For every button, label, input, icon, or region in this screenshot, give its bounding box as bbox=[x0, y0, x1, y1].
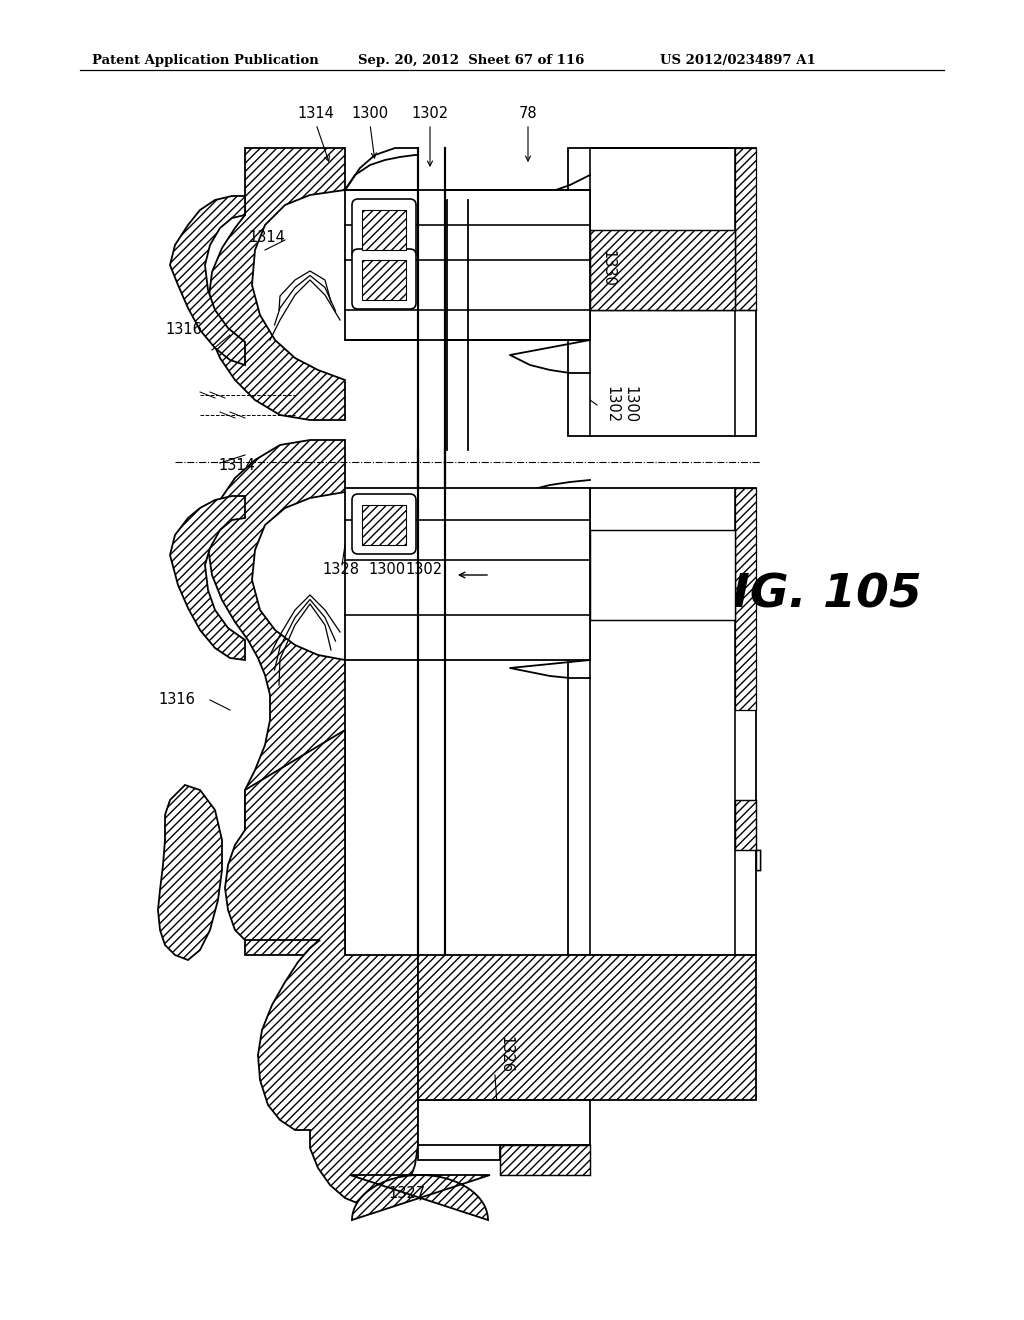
FancyBboxPatch shape bbox=[352, 199, 416, 259]
Polygon shape bbox=[170, 195, 245, 366]
Polygon shape bbox=[158, 785, 222, 960]
Polygon shape bbox=[735, 148, 756, 310]
Text: 1326: 1326 bbox=[498, 1036, 513, 1073]
Polygon shape bbox=[362, 506, 406, 545]
Polygon shape bbox=[170, 496, 245, 660]
Polygon shape bbox=[208, 440, 345, 954]
Text: 1328: 1328 bbox=[322, 562, 359, 578]
Polygon shape bbox=[735, 800, 760, 870]
Polygon shape bbox=[362, 210, 406, 249]
Text: Sep. 20, 2012  Sheet 67 of 116: Sep. 20, 2012 Sheet 67 of 116 bbox=[358, 54, 585, 67]
Text: Patent Application Publication: Patent Application Publication bbox=[92, 54, 318, 67]
Text: 1314: 1314 bbox=[218, 458, 255, 473]
Text: 1300: 1300 bbox=[351, 106, 388, 120]
Text: 1300: 1300 bbox=[368, 562, 406, 578]
Polygon shape bbox=[500, 1144, 590, 1175]
Text: 1316: 1316 bbox=[158, 693, 195, 708]
Polygon shape bbox=[590, 230, 735, 310]
Polygon shape bbox=[345, 190, 590, 341]
Polygon shape bbox=[590, 531, 735, 620]
Polygon shape bbox=[568, 488, 756, 954]
Polygon shape bbox=[208, 148, 345, 420]
Polygon shape bbox=[345, 488, 590, 660]
Polygon shape bbox=[756, 850, 760, 870]
Polygon shape bbox=[735, 488, 756, 710]
Text: 1330: 1330 bbox=[600, 249, 615, 286]
Polygon shape bbox=[350, 1175, 490, 1220]
Polygon shape bbox=[568, 148, 756, 436]
Text: 1302: 1302 bbox=[406, 562, 442, 578]
FancyBboxPatch shape bbox=[352, 249, 416, 309]
Text: 78: 78 bbox=[519, 106, 538, 120]
Text: 1314: 1314 bbox=[298, 106, 335, 120]
Polygon shape bbox=[362, 260, 406, 300]
Polygon shape bbox=[418, 1100, 590, 1160]
Text: 1316: 1316 bbox=[165, 322, 202, 338]
Text: 1314: 1314 bbox=[248, 231, 285, 246]
Polygon shape bbox=[225, 730, 418, 1205]
Text: 1302: 1302 bbox=[604, 387, 618, 424]
Text: 1302: 1302 bbox=[412, 106, 449, 120]
Text: 1327: 1327 bbox=[388, 1185, 425, 1200]
Text: 1300: 1300 bbox=[622, 387, 637, 424]
Text: FIG. 105: FIG. 105 bbox=[700, 573, 922, 618]
FancyBboxPatch shape bbox=[352, 494, 416, 554]
Text: US 2012/0234897 A1: US 2012/0234897 A1 bbox=[660, 54, 816, 67]
Polygon shape bbox=[418, 954, 756, 1100]
